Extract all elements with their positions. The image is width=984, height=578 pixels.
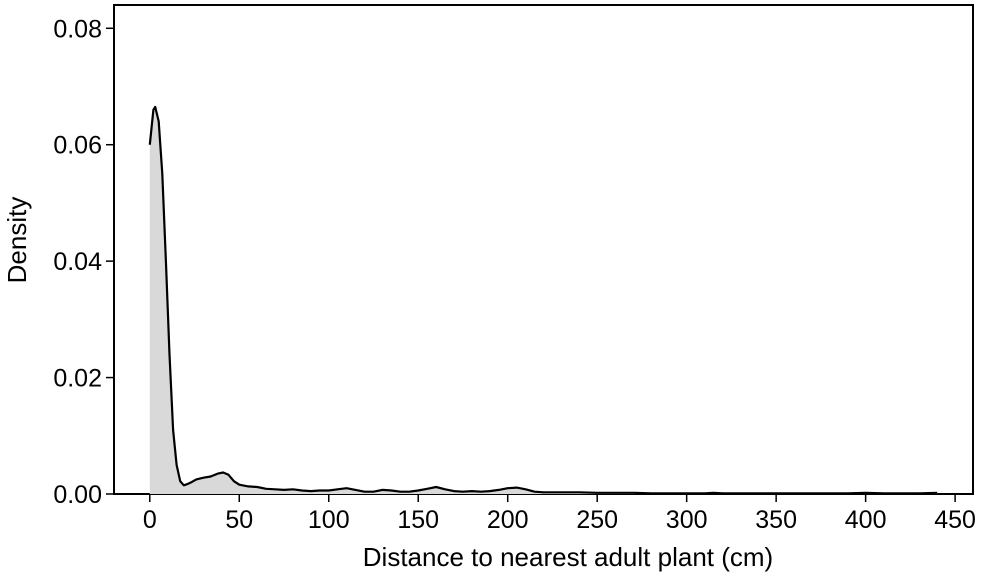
y-tick-label: 0.08 — [53, 15, 102, 43]
y-axis-title: Density — [2, 197, 32, 284]
plot-panel — [113, 4, 974, 495]
y-axis: 0.00 0.02 0.04 0.06 0.08 — [53, 15, 114, 509]
x-tick-label: 0 — [143, 506, 157, 534]
x-tick-label: 200 — [487, 506, 529, 534]
y-tick-label: 0.06 — [53, 132, 102, 160]
x-tick-label: 350 — [755, 506, 797, 534]
x-axis: 0 50 100 150 200 250 300 350 400 450 — [143, 494, 976, 534]
y-tick-label: 0.02 — [53, 365, 102, 393]
density-line — [148, 105, 938, 495]
x-tick-label: 300 — [666, 506, 708, 534]
x-tick-label: 400 — [845, 506, 887, 534]
x-tick-label: 450 — [934, 506, 976, 534]
plot-layer — [148, 105, 938, 495]
y-tick-label: 0.04 — [53, 248, 102, 276]
x-tick-label: 50 — [225, 506, 253, 534]
x-tick-label: 250 — [576, 506, 618, 534]
y-tick-label: 0.00 — [53, 481, 102, 509]
x-axis-title: Distance to nearest adult plant (cm) — [363, 542, 773, 572]
x-tick-label: 100 — [308, 506, 350, 534]
x-tick-label: 150 — [397, 506, 439, 534]
